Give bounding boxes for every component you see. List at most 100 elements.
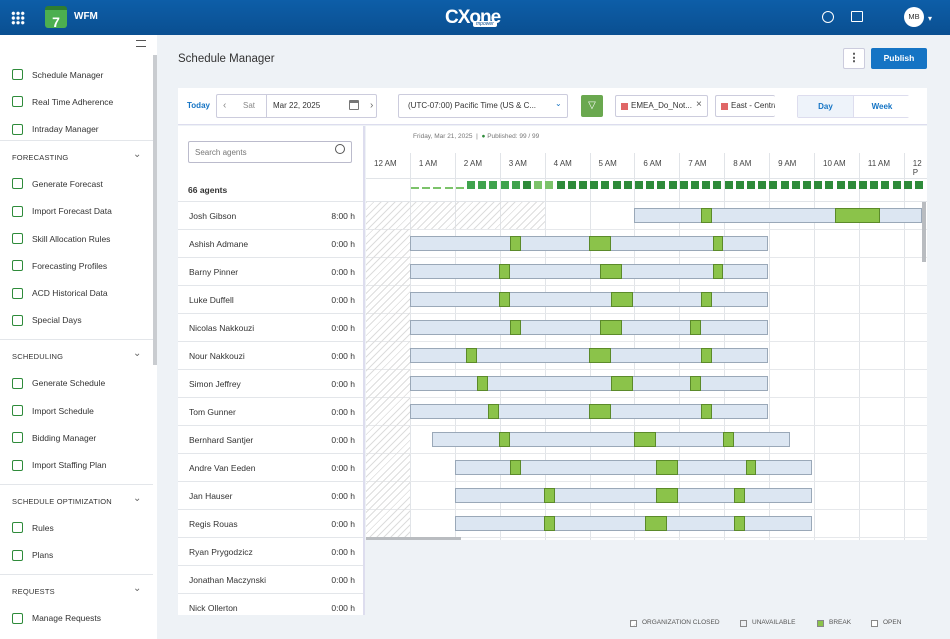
row-line: [366, 425, 927, 426]
nav-item[interactable]: ACD Historical Data: [12, 287, 108, 299]
view-day[interactable]: Day: [798, 96, 854, 117]
legend: ORGANIZATION CLOSED UNAVAILABLE BREAK OPEN: [630, 619, 930, 633]
section-title[interactable]: REQUESTS: [12, 587, 55, 596]
filter-chip[interactable]: EMEA_Do_Not... ×: [615, 95, 708, 117]
break-bar: [589, 348, 611, 363]
break-bar: [746, 460, 756, 475]
break-bar: [611, 376, 633, 391]
section-divider: [0, 139, 153, 141]
break-bar: [645, 516, 667, 531]
apps-menu[interactable]: [11, 11, 25, 25]
nav-item[interactable]: Real Time Adherence: [12, 96, 113, 108]
coverage-cell: [847, 181, 856, 189]
timeline: Friday, Mar 21, 2025 | ● Published: 99 /…: [366, 126, 927, 540]
view-week[interactable]: Week: [854, 96, 910, 117]
agent-name: Josh Gibson: [189, 211, 237, 221]
row-line: [366, 257, 927, 258]
agent-hours: 0:00 h: [331, 351, 355, 361]
nav-item[interactable]: Import Staffing Plan: [12, 459, 107, 471]
section-title[interactable]: SCHEDULING: [12, 352, 64, 362]
nav-label: Import Forecast Data: [32, 206, 112, 217]
break-bar: [701, 348, 712, 363]
legend-swatch: [630, 620, 637, 627]
separator: |: [476, 133, 478, 140]
coverage-cell: [769, 181, 778, 189]
nav-label: Bidding Manager: [32, 432, 97, 443]
hour-line: [634, 153, 636, 540]
coverage-cell: [411, 187, 419, 189]
published-status: Published: 99 / 99: [487, 133, 540, 140]
coverage-cell: [915, 181, 923, 189]
nav-item[interactable]: Schedule Manager: [12, 69, 103, 80]
nav-label: Rules: [32, 522, 54, 533]
nav-item[interactable]: Bidding Manager: [12, 432, 97, 444]
nav-item[interactable]: Import Forecast Data: [12, 205, 112, 217]
agent-hours: 0:00 h: [331, 323, 355, 333]
more-button[interactable]: ⋮: [843, 48, 865, 69]
nav-label: Generate Forecast: [32, 178, 103, 189]
row-line: [366, 285, 927, 286]
hour-label: 12 P: [912, 159, 922, 177]
nav-item[interactable]: Skill Allocation Rules: [12, 233, 110, 244]
legend-label: UNAVAILABLE: [752, 619, 796, 626]
nav-item[interactable]: Intraday Manager: [12, 123, 99, 135]
section-title[interactable]: FORECASTING: [12, 152, 69, 162]
hour-line: [544, 153, 546, 540]
section-divider: [0, 574, 153, 575]
coverage-cell: [489, 181, 498, 189]
hour-label: 6 AM: [643, 159, 662, 168]
hour-label: 8 AM: [733, 159, 752, 168]
coverage-cell: [433, 187, 442, 189]
row-line: [366, 453, 927, 454]
collapse-icon[interactable]: [136, 40, 146, 47]
coverage-cell: [635, 181, 643, 189]
row-divider: [178, 593, 363, 594]
legend-label: BREAK: [829, 619, 852, 626]
coverage-cell: [623, 181, 632, 189]
nav-item[interactable]: Special Days: [12, 314, 82, 326]
section-title[interactable]: SCHEDULE OPTIMIZATION: [12, 496, 112, 506]
agent-name: Jan Hauser: [189, 491, 233, 501]
section-caret: ⌄: [133, 348, 142, 360]
header-line: [366, 201, 927, 202]
nav-label: ACD Historical Data: [32, 288, 108, 299]
nav-item[interactable]: Rules: [12, 522, 54, 534]
filter-chip[interactable]: East - Centra: [715, 95, 775, 117]
agent-hours: 0:00 h: [331, 547, 355, 557]
row-line: [366, 481, 927, 482]
nav-item[interactable]: Generate Forecast: [12, 178, 103, 190]
coverage-cell: [735, 181, 744, 189]
user-caret[interactable]: ▾: [928, 14, 933, 23]
coverage-cell: [859, 181, 867, 189]
coverage-cell: [668, 181, 677, 189]
search-input[interactable]: Search agents: [188, 141, 352, 163]
user-avatar[interactable]: MB: [904, 7, 924, 27]
break-bar: [544, 516, 555, 531]
nav-item[interactable]: Manage Requests: [12, 612, 101, 624]
nav-item[interactable]: Forecasting Profiles: [12, 260, 108, 272]
shift-bar: [455, 460, 812, 475]
search-placeholder: Search agents: [195, 148, 247, 157]
break-bar: [510, 320, 521, 335]
date-picker[interactable]: ‹ Sat Mar 22, 2025 ›: [216, 94, 377, 118]
display-icon[interactable]: [851, 11, 863, 22]
agent-name: Tom Gunner: [189, 407, 236, 417]
today-button[interactable]: Today: [187, 101, 210, 110]
help-icon[interactable]: [822, 11, 834, 23]
break-bar: [701, 208, 712, 223]
nav-item[interactable]: Generate Schedule: [12, 377, 105, 389]
timezone-select[interactable]: (UTC-07:00) Pacific Time (US & C... ⌄: [398, 94, 568, 118]
nav-item[interactable]: Plans: [12, 549, 53, 561]
break-bar: [634, 432, 656, 447]
coverage-cell: [567, 181, 576, 189]
break-bar: [713, 264, 723, 279]
nav-label: Forecasting Profiles: [32, 260, 108, 271]
publish-button[interactable]: Publish: [871, 48, 927, 69]
coverage-cell: [455, 187, 464, 189]
nav-item[interactable]: Import Schedule: [12, 405, 94, 416]
hour-line: [454, 153, 456, 540]
filter-button[interactable]: ▽: [581, 95, 603, 117]
row-divider: [178, 369, 363, 370]
coverage-cell: [601, 181, 610, 189]
calendar-icon[interactable]: [349, 100, 359, 110]
